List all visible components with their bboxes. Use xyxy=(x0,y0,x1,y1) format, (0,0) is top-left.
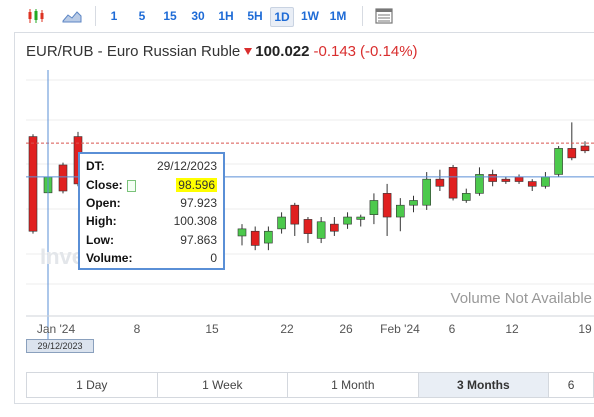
x-tick-label: 8 xyxy=(133,322,141,336)
interval-1m[interactable]: 1M xyxy=(329,9,347,23)
toolbar-divider xyxy=(95,6,96,26)
ohlc-tooltip: DT: 29/12/2023 Close: 98.596 Open: 97.923 H… xyxy=(78,152,225,270)
tooltip-open-label: Open: xyxy=(86,196,121,210)
x-tick-label: 26 xyxy=(339,322,353,336)
x-tick-label: 12 xyxy=(505,322,519,336)
table-icon[interactable] xyxy=(374,6,394,26)
tooltip-close-value: 98.596 xyxy=(176,178,217,192)
range-1-week[interactable]: 1 Week xyxy=(158,373,289,397)
x-tick-label: 6 xyxy=(448,322,456,336)
tooltip-high-label: High: xyxy=(86,214,117,228)
interval-5[interactable]: 5 xyxy=(138,9,146,23)
toolbar-divider xyxy=(362,6,363,26)
range-selector: 1 Day 1 Week 1 Month 3 Months 6 xyxy=(26,372,594,398)
candlestick-icon[interactable] xyxy=(26,6,46,26)
tooltip-low-value: 97.863 xyxy=(180,233,217,247)
interval-5h[interactable]: 5H xyxy=(247,9,263,23)
instrument-name: EUR/RUB - Euro Russian Ruble xyxy=(26,43,241,60)
interval-30[interactable]: 30 xyxy=(191,9,205,23)
tooltip-high-value: 100.308 xyxy=(173,214,217,228)
price-change: -0.143 xyxy=(313,43,357,60)
x-tick-label: 15 xyxy=(205,322,219,336)
close-candle-icon xyxy=(126,179,136,192)
last-price: 100.022 xyxy=(255,43,310,60)
instrument-header: EUR/RUB - Euro Russian Ruble 100.022 -0.14… xyxy=(26,43,418,60)
range-3-months[interactable]: 3 Months xyxy=(418,373,550,397)
crosshair-date-badge: 29/12/2023 xyxy=(26,339,94,353)
tooltip-dt-value: 29/12/2023 xyxy=(156,159,217,173)
interval-1[interactable]: 1 xyxy=(110,9,118,23)
price-change-percent: (-0.14%) xyxy=(360,43,418,60)
tooltip-dt-label: DT: xyxy=(86,159,105,173)
range-1-day[interactable]: 1 Day xyxy=(27,373,158,397)
x-tick-label: 19 xyxy=(578,322,592,336)
volume-not-available: Volume Not Available xyxy=(450,290,592,307)
interval-15[interactable]: 15 xyxy=(163,9,177,23)
x-tick-label: Jan '24 xyxy=(36,322,76,336)
tooltip-low-label: Low: xyxy=(86,233,114,247)
tooltip-volume-value: 0 xyxy=(210,251,217,265)
range-1-month[interactable]: 1 Month xyxy=(288,373,419,397)
range-6-months[interactable]: 6 xyxy=(567,378,575,392)
x-tick-label: Feb '24 xyxy=(380,322,420,336)
tooltip-open-value: 97.923 xyxy=(180,196,217,210)
down-arrow-icon xyxy=(244,48,253,56)
watermark: Inve xyxy=(40,244,85,269)
interval-1h[interactable]: 1H xyxy=(218,9,234,23)
area-chart-icon[interactable] xyxy=(62,6,82,26)
tooltip-close-label: Close: xyxy=(86,178,123,192)
interval-1w[interactable]: 1W xyxy=(301,9,319,23)
tooltip-volume-label: Volume: xyxy=(86,251,133,265)
x-tick-label: 22 xyxy=(280,322,294,336)
chart-toolbar: 1 5 15 30 1H 5H 1D 1W 1M xyxy=(0,0,594,32)
interval-1d[interactable]: 1D xyxy=(270,7,294,27)
chart-panel xyxy=(14,32,594,404)
